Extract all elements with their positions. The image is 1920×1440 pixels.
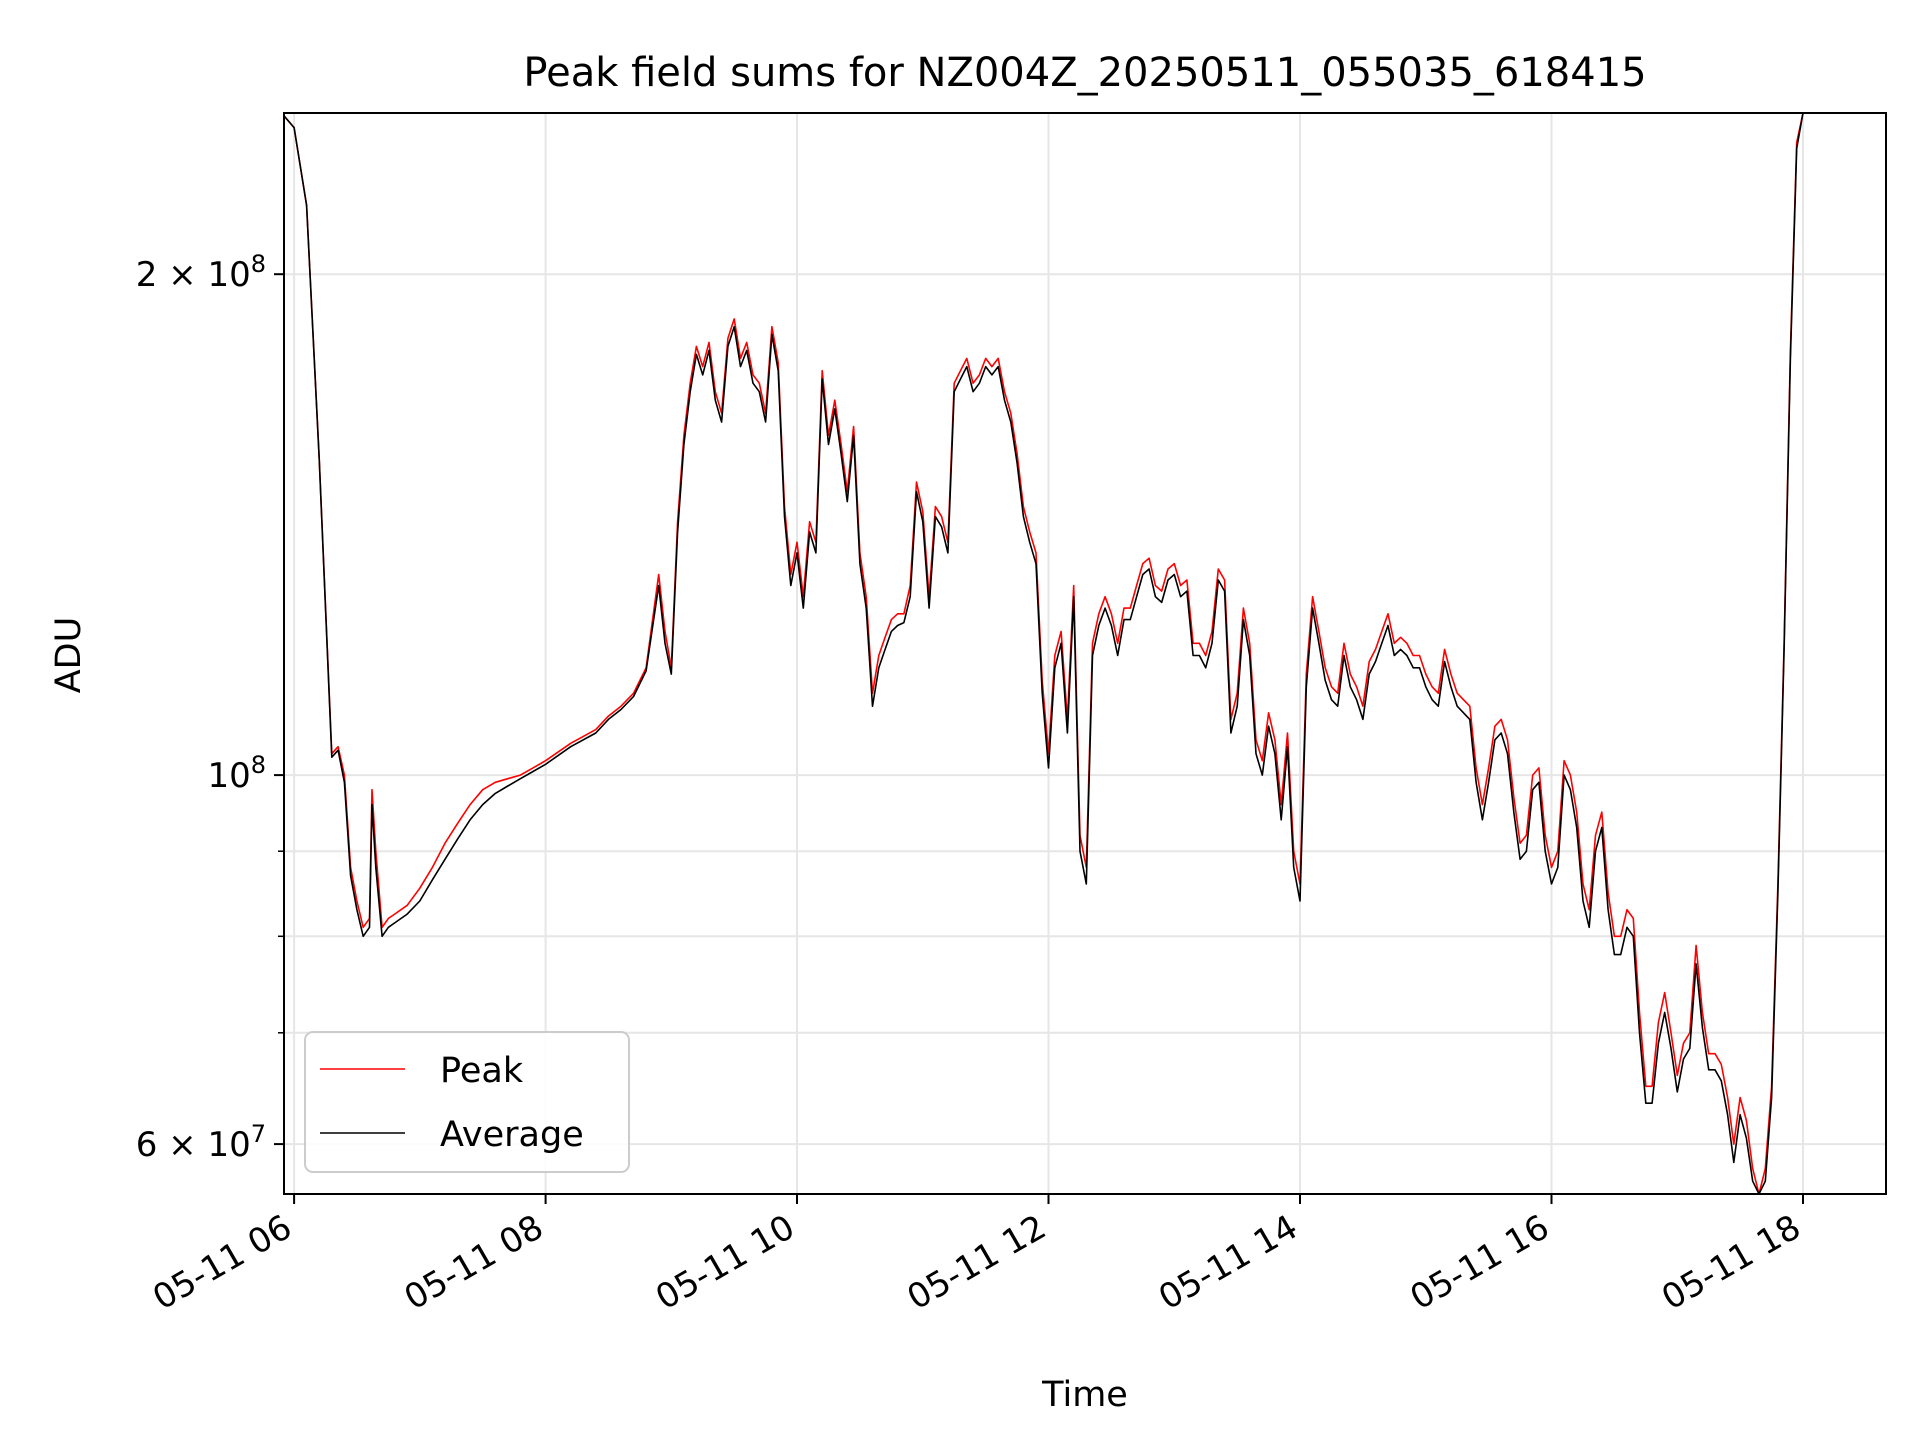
y-tick-label: 6 × 107: [136, 1120, 266, 1165]
chart-title: Peak field sums for NZ004Z_20250511_0550…: [523, 50, 1646, 96]
legend-label-average: Average: [440, 1115, 584, 1155]
legend-label-peak: Peak: [440, 1051, 524, 1091]
y-tick-label-base: 6 × 10: [136, 1125, 251, 1165]
y-tick-label: 108: [207, 751, 266, 796]
legend: Peak Average: [304, 1031, 630, 1173]
y-tick-label-exponent: 8: [251, 250, 266, 278]
y-tick-label-exponent: 8: [251, 751, 266, 779]
y-tick-label: 2 × 108: [136, 250, 266, 295]
legend-box: [304, 1031, 630, 1173]
plot-frame: [283, 112, 1887, 1195]
y-axis-label: ADU: [49, 617, 89, 694]
y-tick-label-base: 10: [207, 756, 250, 796]
y-tick-label-exponent: 7: [251, 1120, 266, 1148]
series-line-average: [284, 113, 1804, 1194]
y-tick-label-base: 2 × 10: [136, 255, 251, 295]
x-axis-label: Time: [1041, 1375, 1128, 1415]
plot-series: [284, 113, 1804, 1194]
